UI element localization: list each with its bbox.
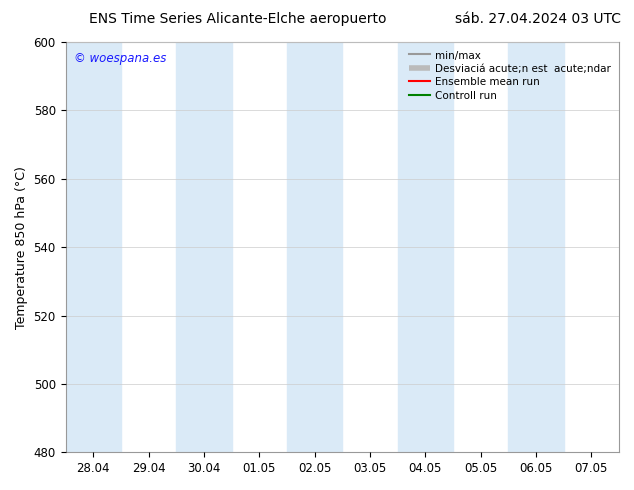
Bar xyxy=(508,42,564,452)
Bar xyxy=(176,42,231,452)
Text: ENS Time Series Alicante-Elche aeropuerto: ENS Time Series Alicante-Elche aeropuert… xyxy=(89,12,386,26)
Legend: min/max, Desviaciá acute;n est  acute;ndar, Ensemble mean run, Controll run: min/max, Desviaciá acute;n est acute;nda… xyxy=(406,47,614,104)
Bar xyxy=(287,42,342,452)
Bar xyxy=(398,42,453,452)
Text: sáb. 27.04.2024 03 UTC: sáb. 27.04.2024 03 UTC xyxy=(455,12,621,26)
Text: © woespana.es: © woespana.es xyxy=(74,52,166,65)
Bar xyxy=(65,42,121,452)
Y-axis label: Temperature 850 hPa (°C): Temperature 850 hPa (°C) xyxy=(15,166,28,329)
